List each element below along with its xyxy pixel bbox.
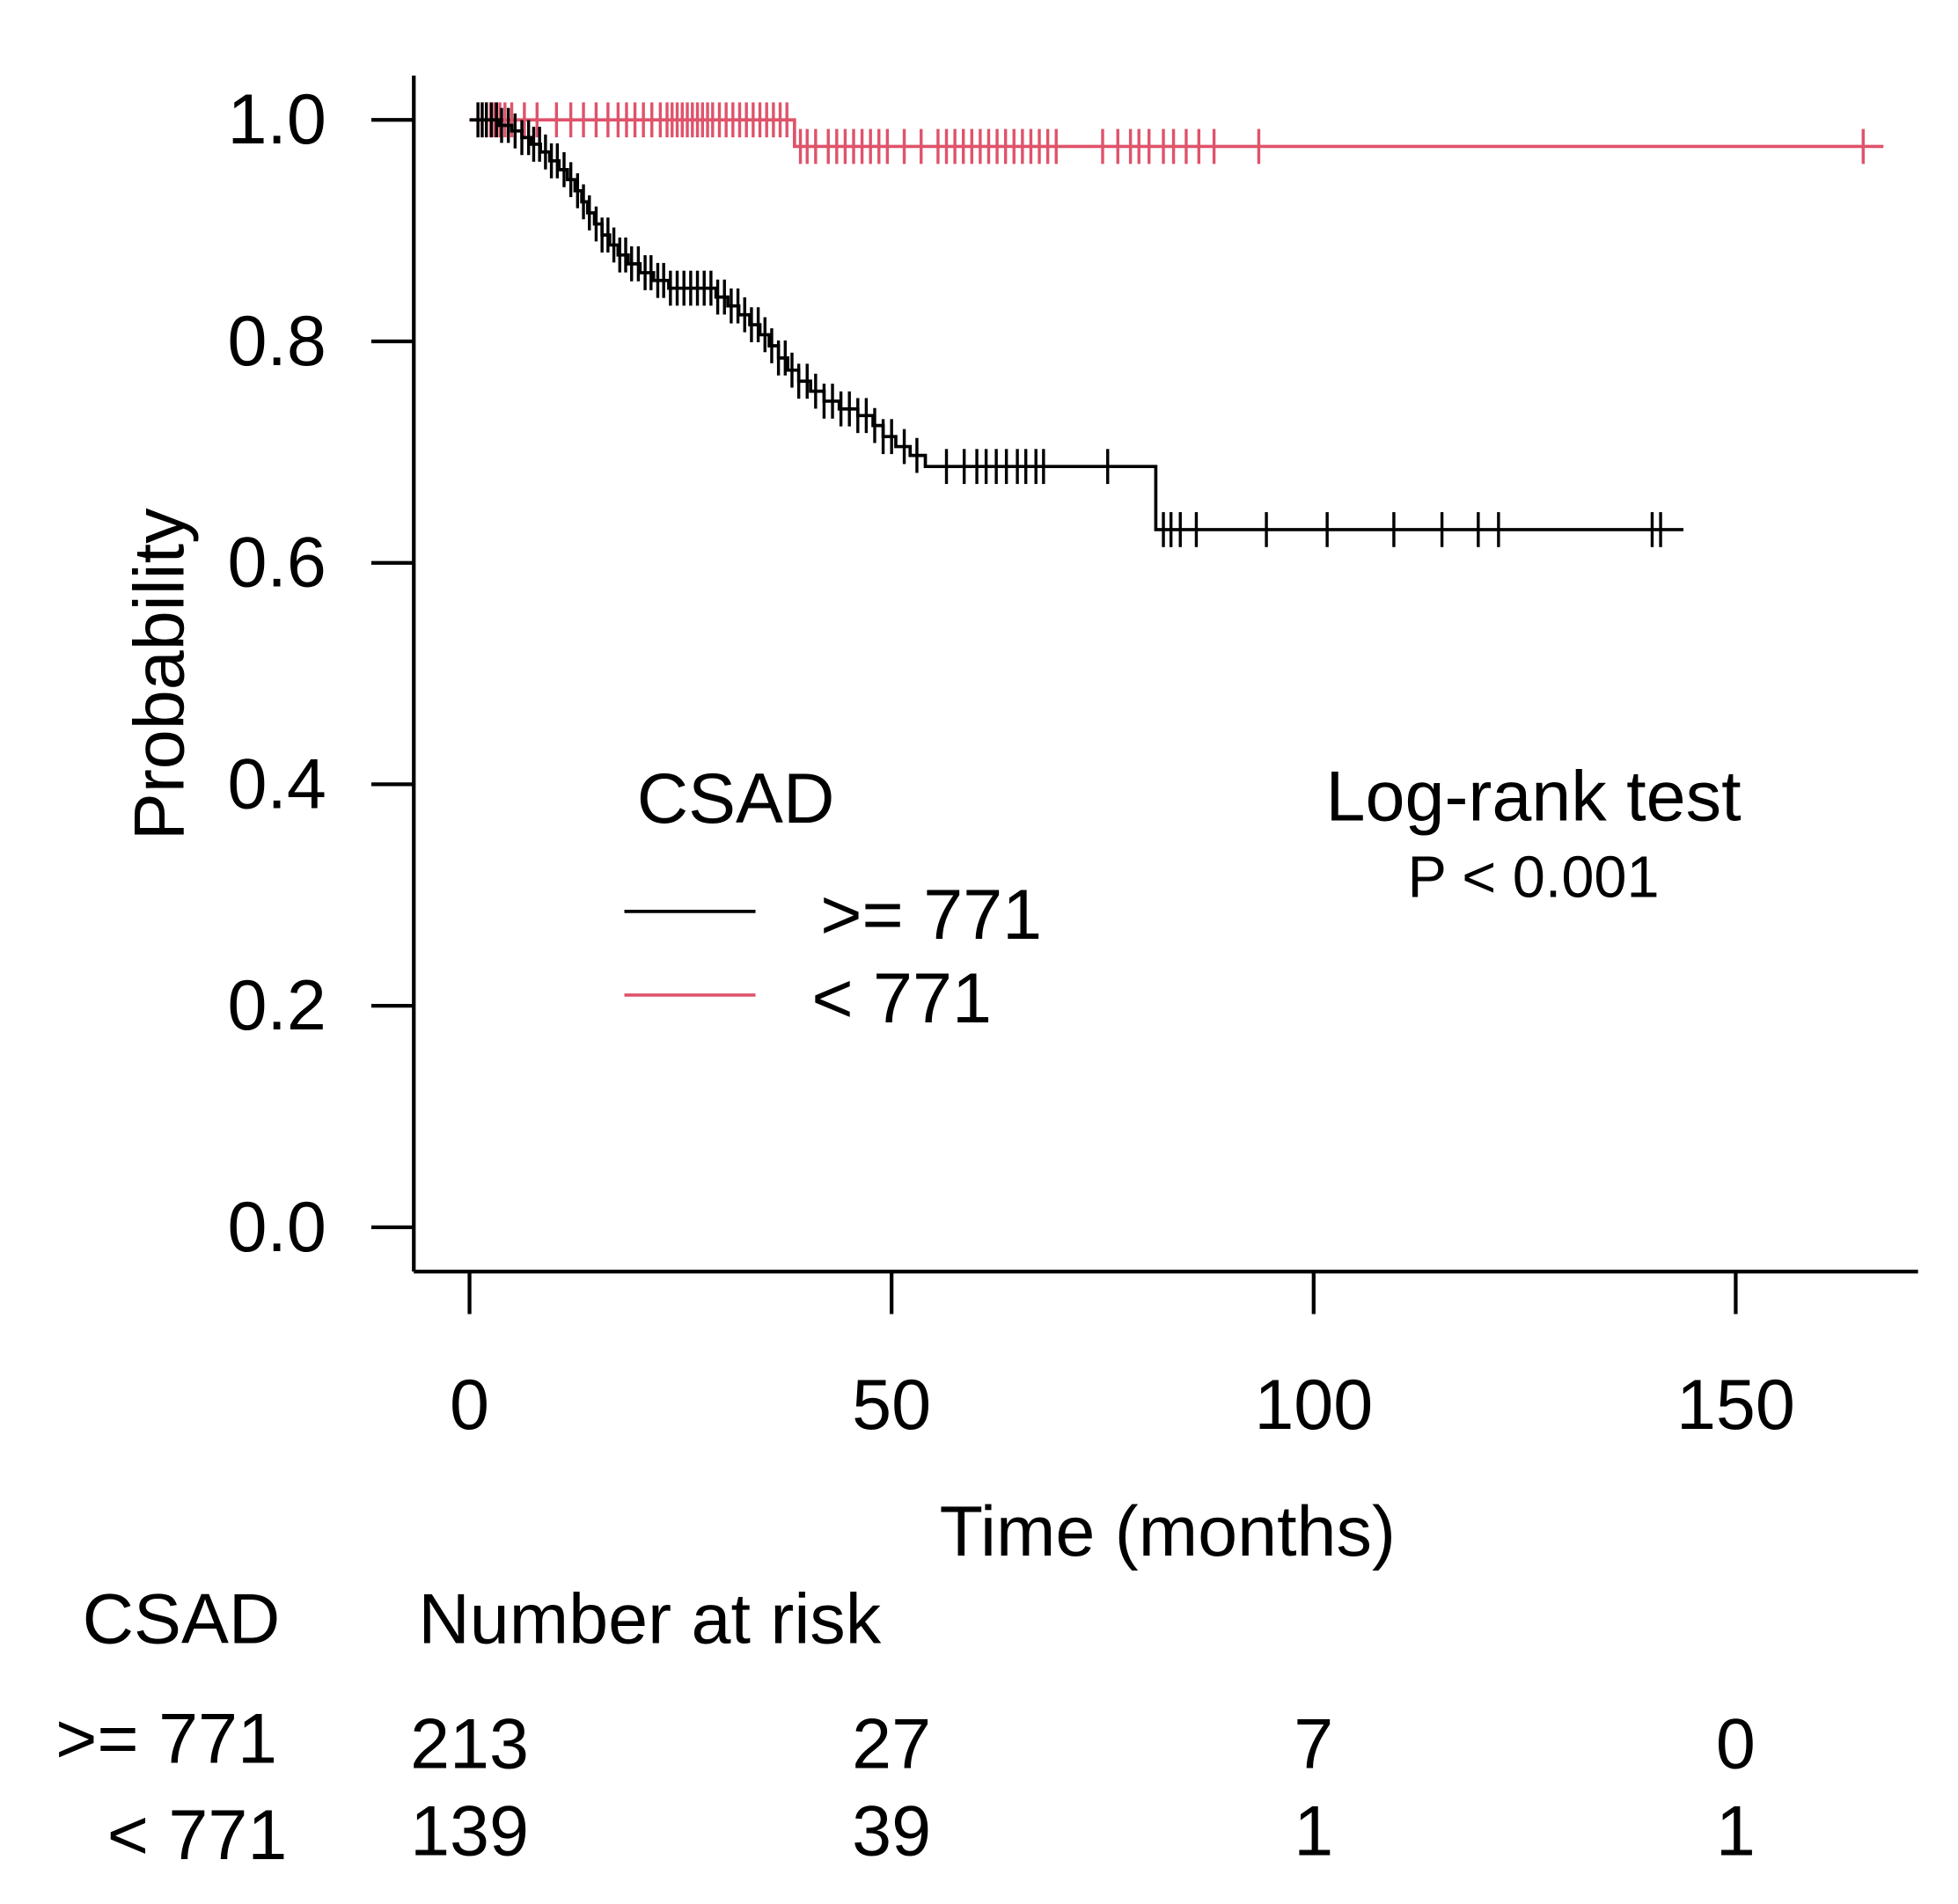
risk-count: 27 <box>852 1704 931 1783</box>
legend-label-lt-771: < 771 <box>811 959 992 1038</box>
log-rank-p-value: P < 0.001 <box>1407 846 1659 911</box>
y-tick-label: 0.6 <box>227 524 326 603</box>
risk-row-label-ge-771: >= 771 <box>55 1700 277 1779</box>
legend-title: CSAD <box>637 759 835 838</box>
y-tick-label: 0.4 <box>227 744 326 824</box>
risk-table: CSAD Number at risk >= 771 < 771 213 27 7 0… <box>55 1579 1756 1874</box>
risk-count: 1 <box>1716 1792 1756 1871</box>
y-tick-label: 1.0 <box>227 80 326 159</box>
risk-table-title: Number at risk <box>418 1579 881 1659</box>
risk-count: 7 <box>1294 1704 1333 1783</box>
legend-label-ge-771: >= 771 <box>820 875 1042 955</box>
survival-curves <box>469 102 1884 547</box>
y-tick-label: 0.8 <box>227 302 326 381</box>
risk-count: 0 <box>1716 1704 1756 1783</box>
risk-count: 1 <box>1294 1792 1333 1871</box>
risk-count: 39 <box>852 1792 931 1871</box>
x-tick-label: 100 <box>1254 1366 1373 1445</box>
log-rank-annotation: Log-rank test P < 0.001 <box>1326 757 1742 910</box>
risk-count: 139 <box>410 1792 529 1871</box>
y-tick-label: 0.2 <box>227 966 326 1045</box>
risk-table-group-header: CSAD <box>83 1579 281 1659</box>
x-tick-label: 150 <box>1676 1366 1795 1445</box>
survival-curve-1 <box>469 118 1683 531</box>
x-tick-label: 50 <box>852 1366 931 1445</box>
survival-curve-2 <box>469 118 1884 149</box>
x-tick-label: 0 <box>450 1366 489 1445</box>
legend: CSAD >= 771 < 771 <box>624 759 1042 1038</box>
x-axis-label: Time (months) <box>940 1492 1396 1571</box>
risk-row-label-lt-771: < 771 <box>107 1796 288 1875</box>
y-tick-label: 0.0 <box>227 1188 326 1267</box>
log-rank-title: Log-rank test <box>1326 757 1742 836</box>
risk-count: 213 <box>410 1704 529 1783</box>
axes: 0.0 0.2 0.4 0.6 0.8 1.0 0 50 100 150 <box>227 75 1918 1445</box>
y-axis-label: Probability <box>121 508 200 840</box>
